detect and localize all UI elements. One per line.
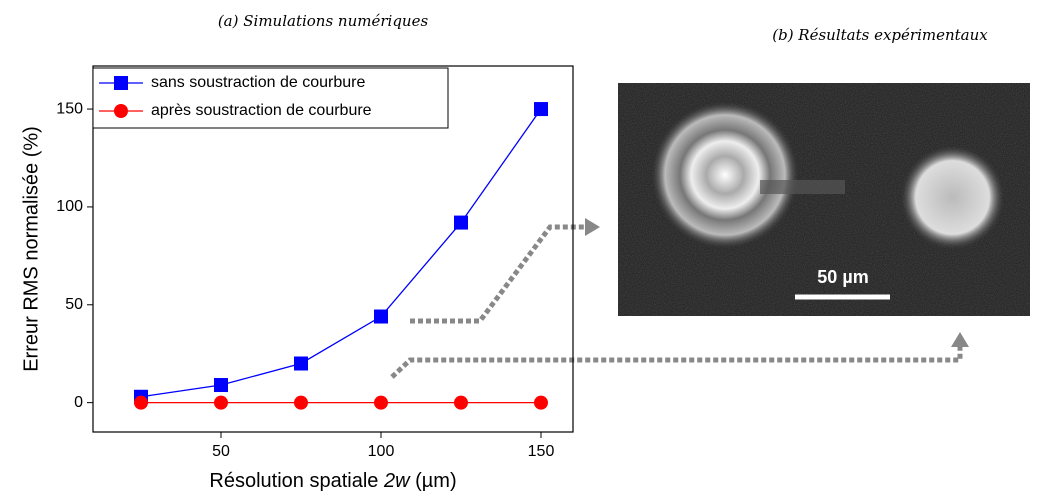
data-point — [134, 395, 148, 410]
y-tick-label: 100 — [56, 198, 83, 215]
scale-bar-label: 50 µm — [817, 267, 868, 287]
legend-marker — [114, 76, 128, 90]
data-point — [534, 395, 548, 410]
arrow-head — [585, 218, 600, 236]
data-point — [214, 395, 228, 410]
x-label-unit: (µm) — [415, 470, 457, 492]
y-tick-label: 50 — [65, 296, 83, 313]
arrow-head — [951, 332, 969, 347]
data-point — [454, 395, 468, 410]
chart-title: (a) Simulations numériques — [218, 12, 429, 30]
x-axis-label: Résolution spatiale 2w (µm) — [209, 470, 456, 492]
x-tick-label: 100 — [368, 443, 395, 460]
y-tick-label: 150 — [56, 100, 83, 117]
data-point — [294, 395, 308, 410]
data-point — [374, 309, 388, 324]
data-point — [294, 356, 308, 371]
legend-marker — [114, 104, 128, 118]
x-label-text: Résolution spatiale — [209, 470, 378, 492]
x-label-var: 2w — [383, 470, 411, 492]
data-point — [214, 378, 228, 393]
data-point — [534, 102, 548, 117]
y-tick-label: 0 — [74, 394, 83, 411]
legend-label: après soustraction de courbure — [151, 102, 372, 119]
image-title: (b) Résultats expérimentaux — [772, 26, 988, 44]
experimental-image — [618, 83, 1030, 316]
x-tick-label: 150 — [528, 443, 555, 460]
series-line — [140, 108, 542, 398]
data-point — [374, 395, 388, 410]
legend-label: sans soustraction de courbure — [151, 74, 365, 91]
plot-frame — [92, 65, 574, 433]
y-axis-label: Erreur RMS normalisée (%) — [20, 126, 42, 372]
data-point — [454, 215, 468, 230]
x-tick-label: 50 — [212, 443, 230, 460]
arrows — [390, 224, 963, 379]
legend-box — [92, 67, 449, 129]
